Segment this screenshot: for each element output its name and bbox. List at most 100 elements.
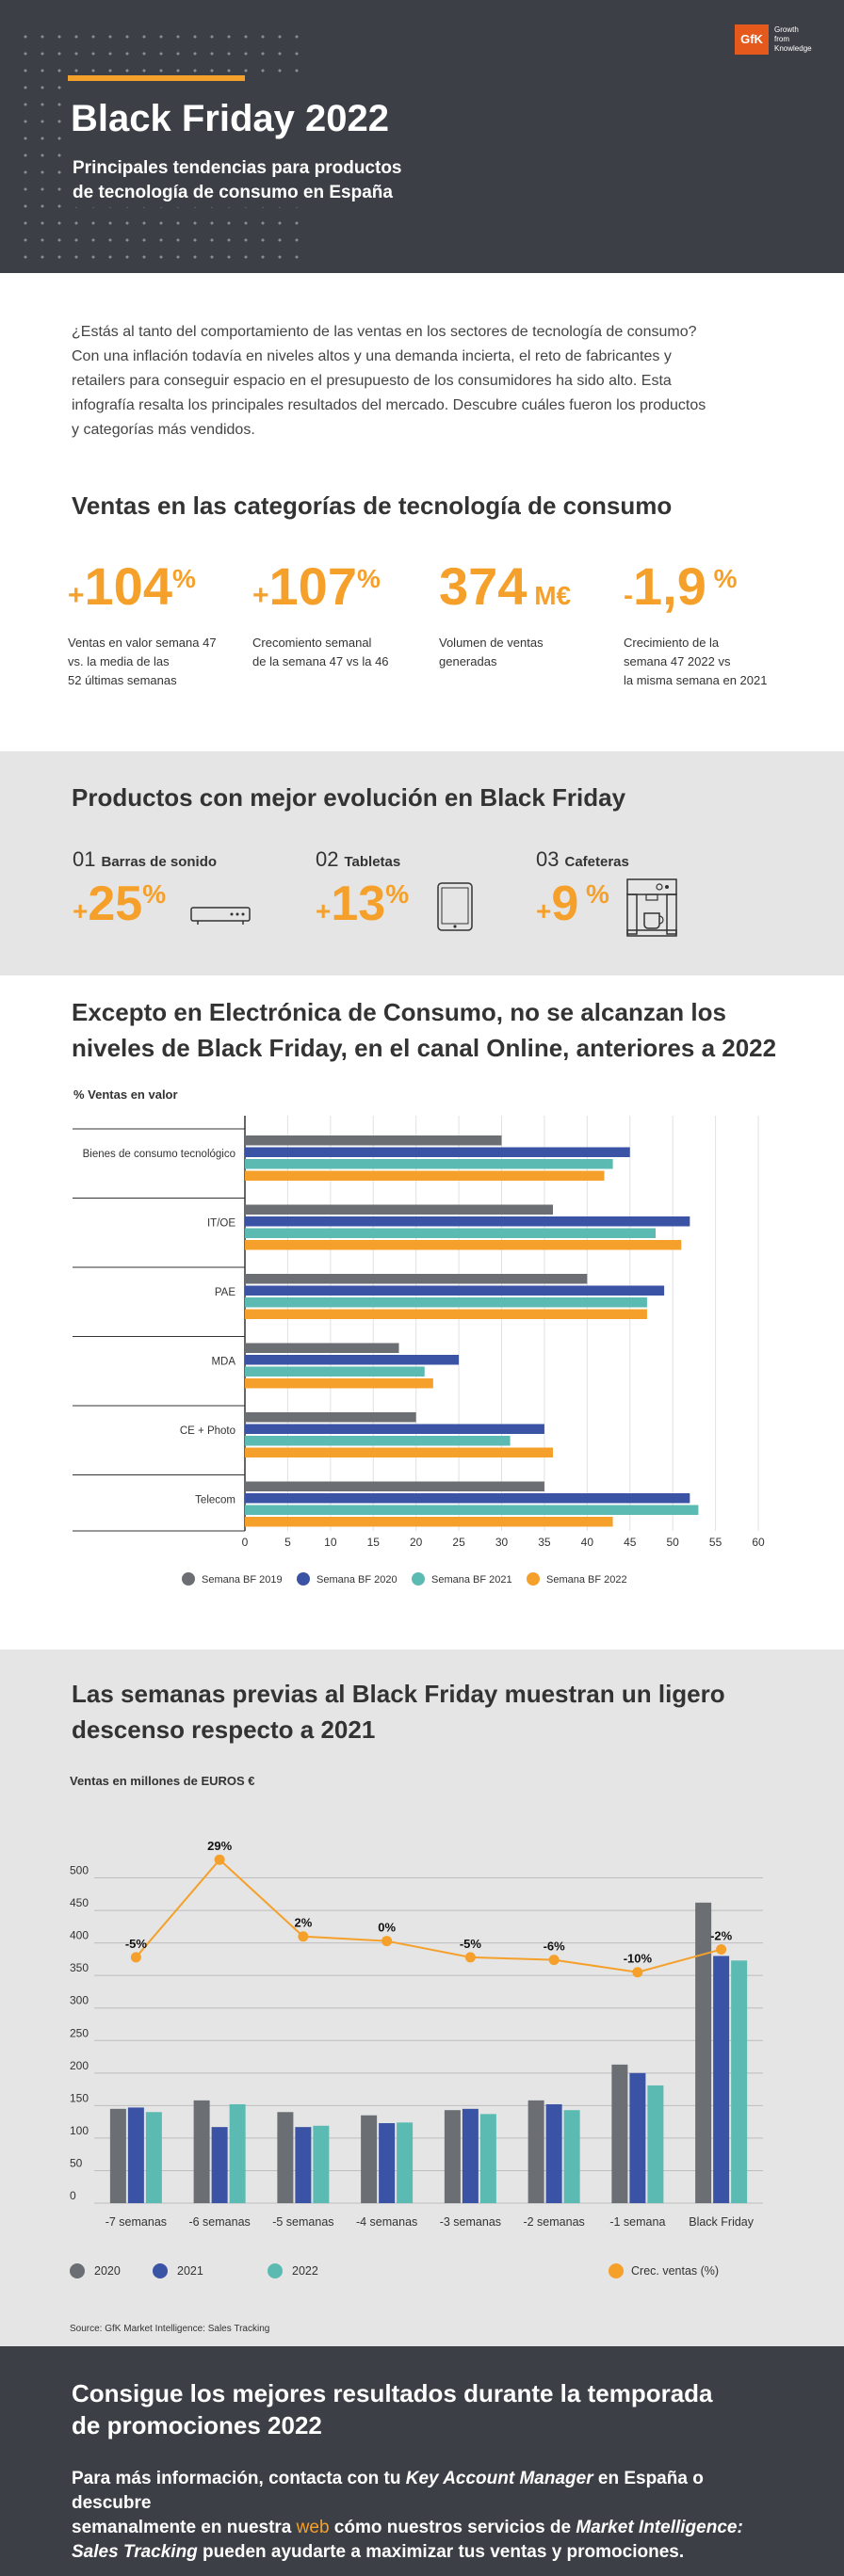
bar [245,1285,665,1296]
stat-description: Crecomiento semanal de la semana 47 vs l… [252,636,389,668]
bar [629,2072,646,2203]
y-tick-label: 150 [70,2091,89,2104]
bar [462,2108,479,2203]
bar [245,1274,588,1284]
bar [245,1436,511,1446]
legend-label: 2022 [292,2264,318,2278]
growth-point [464,1952,476,1963]
product-value: +9 % [536,877,609,931]
growth-label: 2% [294,1916,312,1930]
x-tick-label: 45 [624,1536,637,1549]
x-tick-label: 55 [709,1536,722,1549]
growth-point [381,1936,393,1947]
y-tick-label: 200 [70,2059,89,2072]
bar [379,2123,396,2203]
soundbar-icon [190,907,251,925]
y-tick-label: 50 [70,2156,83,2169]
category-label: MDA [211,1357,235,1368]
legend-label: Semana BF 2020 [316,1574,398,1586]
legend-marker [182,1572,195,1586]
title-line: de promociones 2022 [72,2411,322,2439]
y-tick-label: 0 [70,2189,76,2202]
bar [245,1424,544,1434]
bar [444,2110,461,2203]
chart1-unit-label: % Ventas en valor [73,1087,178,1102]
bar [127,2107,144,2203]
product-value: +25% [73,877,167,931]
stat-description: Ventas en valor semana 47 vs. la media d… [68,636,217,687]
intro-line: y categorías más vendidos. [72,422,255,438]
growth-point [130,1952,141,1963]
growth-point [298,1931,309,1942]
stat-value: +104% [68,556,196,616]
footer-body: Para más información, contacta con tu Ke… [72,2467,787,2565]
bar [611,2064,628,2203]
legend-label: 2020 [94,2264,121,2278]
intro-line: Con una inflación todavía en niveles alt… [72,348,672,364]
product-item: 02 Tabletas +13% [316,847,409,932]
product-rank: 03 [536,847,560,871]
bar [245,1147,630,1157]
web-link[interactable]: web [296,2518,330,2537]
subtitle-line: de tecnología de consumo en España [73,183,393,202]
bar [109,2108,126,2203]
gfk-tagline: Growth from Knowledge [774,25,840,54]
page-subtitle: Principales tendencias para productos de… [73,156,449,205]
y-tick-label: 400 [70,1929,89,1942]
x-tick-label: 0 [242,1536,249,1549]
title-line: niveles de Black Friday, en el canal Onl… [72,1034,777,1062]
intro-line: ¿Estás al tanto del comportamiento de la… [72,324,697,340]
tagline-line: from [774,35,789,43]
stat-value: +107% [252,556,381,616]
bar [245,1505,699,1515]
y-tick-label: 500 [70,1864,89,1877]
x-tick-label: 20 [410,1536,423,1549]
legend-label: Semana BF 2019 [202,1574,283,1586]
tagline-line: Growth [774,25,799,34]
weeks-section-title: Las semanas previas al Black Friday mues… [72,1676,725,1747]
growth-label: -10% [624,1952,653,1966]
bar [245,1204,553,1215]
y-tick-label: 450 [70,1896,89,1909]
bar [193,2100,210,2203]
category-label: Telecom [195,1495,235,1506]
legend-marker [412,1572,425,1586]
product-value: +13% [316,877,410,931]
y-tick-label: 300 [70,1994,89,2007]
subtitle-line: Principales tendencias para productos [73,158,402,178]
footer-banner [0,2346,844,2576]
y-tick-label: 100 [70,2124,89,2137]
legend-label: Semana BF 2022 [546,1574,627,1586]
bar [245,1240,682,1250]
product-item: 01 Barras de sonido +25% [73,847,217,932]
title-line: Excepto en Electrónica de Consumo, no se… [72,998,726,1026]
bar [245,1170,605,1181]
bar [313,2125,330,2203]
legend-marker [70,2263,85,2278]
legend-marker [609,2263,624,2278]
bar [695,1902,712,2203]
bar [245,1309,647,1319]
bar [545,2103,562,2203]
growth-label: -6% [544,1940,566,1954]
products-section-title: Productos con mejor evolución en Black F… [72,783,626,812]
x-tick-label: 60 [752,1536,765,1549]
bar [245,1297,647,1308]
bar [563,2110,580,2203]
bar [245,1216,690,1227]
legend-label: Crec. ventas (%) [631,2264,719,2278]
sales-section-title: Ventas en las categorías de tecnología d… [72,491,673,520]
bar [245,1355,460,1365]
product-name: Barras de sonido [101,854,218,870]
stat-item: 374 M€ Volumen de ventas generadas [439,555,627,671]
title-line: Consigue los mejores resultados durante … [72,2379,713,2407]
x-tick-label: 25 [452,1536,465,1549]
growth-label: -2% [710,1929,733,1943]
bar [245,1135,502,1146]
intro-line: infografía resalta los principales resul… [72,397,706,413]
footer-title: Consigue los mejores resultados durante … [72,2377,787,2441]
bar [229,2103,246,2203]
page-title: Black Friday 2022 [71,98,389,139]
bar [245,1493,690,1504]
